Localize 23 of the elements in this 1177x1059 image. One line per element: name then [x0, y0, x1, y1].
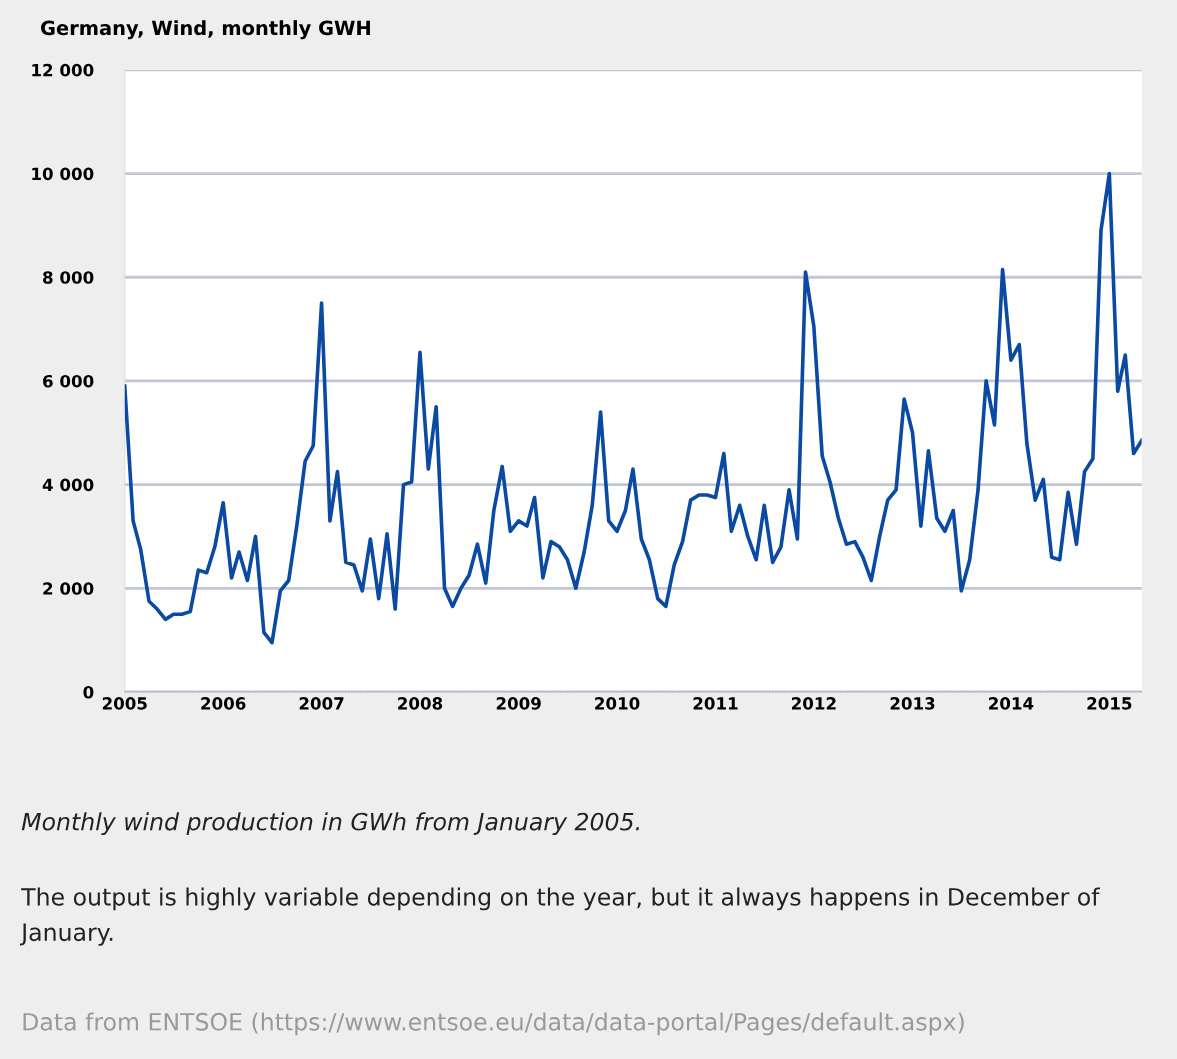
- text: The output is highly variable depending on the year, but it always happens in December of January.: [19, 887, 1100, 946]
- x-tick-label: 2015: [1087, 697, 1132, 710]
- x-tick-label: 2006: [201, 697, 246, 710]
- x-tick-label: 2012: [791, 697, 836, 710]
- x-tick-label: 2008: [398, 697, 443, 710]
- y-tick-label: 6 000: [43, 374, 94, 388]
- y-tick-label: 12 000: [32, 63, 94, 77]
- y-tick-label: 2 000: [43, 582, 94, 595]
- text: Monthly wind production in GWh from January 2005.: [21, 812, 639, 836]
- x-tick-label: 2009: [496, 697, 541, 710]
- y-tick-label: 4 000: [42, 478, 94, 492]
- y-tick-label: 10 000: [32, 167, 94, 181]
- y-tick-label: 0: [83, 685, 94, 699]
- line-series: [124, 171, 1142, 645]
- y-tick-label: 8 000: [43, 271, 94, 284]
- x-tick-label: 2013: [890, 697, 935, 710]
- x-tick-label: 2010: [595, 697, 640, 710]
- x-tick-label: 2011: [693, 697, 738, 710]
- x-tick-label: 2005: [102, 697, 147, 710]
- x-tick-label: 2007: [299, 697, 344, 710]
- chart-title: Germany, Wind, monthly GWH: [40, 20, 370, 40]
- text: Data from ENTSOE (https://www.entsoe.eu/data/data-portal/Pages/default.aspx): [23, 1012, 964, 1036]
- x-tick-label: 2014: [989, 697, 1034, 710]
